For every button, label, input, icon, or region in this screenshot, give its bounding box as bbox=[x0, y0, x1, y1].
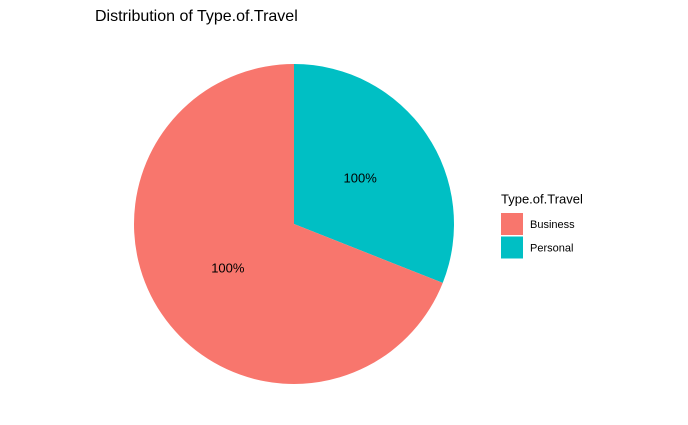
legend-label: Business bbox=[530, 219, 575, 231]
legend-title: Type.of.Travel bbox=[501, 191, 583, 206]
legend-key bbox=[501, 213, 523, 235]
legend-key bbox=[501, 236, 523, 259]
slice-label: 100% bbox=[344, 170, 378, 185]
pie-slice bbox=[134, 64, 443, 385]
slice-label: 100% bbox=[211, 260, 245, 275]
pie-slice bbox=[294, 64, 454, 283]
chart-title: Distribution of Type.of.Travel bbox=[95, 8, 298, 25]
legend-label: Personal bbox=[530, 242, 573, 254]
